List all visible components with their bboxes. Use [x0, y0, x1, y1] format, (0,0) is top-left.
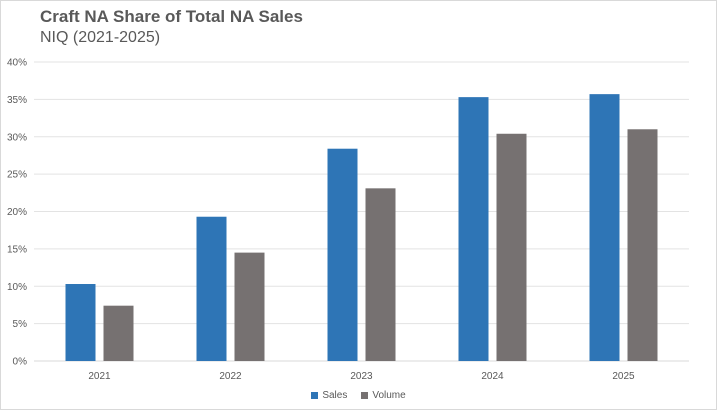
- y-tick-label: 10%: [7, 282, 27, 293]
- x-tick-label: 2023: [350, 371, 373, 382]
- bar-sales-2021: [65, 284, 96, 361]
- chart-subtitle: NIQ (2021-2025): [40, 29, 161, 46]
- x-tick-label: 2021: [88, 371, 111, 382]
- legend-item-volume: Volume: [361, 390, 406, 401]
- x-tick-label: 2025: [612, 371, 635, 382]
- bar-sales-2022: [196, 216, 227, 361]
- bar-volume-2022: [234, 252, 265, 361]
- legend-label-sales: Sales: [322, 390, 348, 401]
- y-tick-label: 25%: [7, 170, 27, 181]
- y-tick-label: 5%: [13, 319, 28, 330]
- bar-sales-2024: [458, 97, 489, 361]
- x-tick-label: 2024: [481, 371, 504, 382]
- bar-volume-2025: [627, 129, 658, 361]
- y-tick-label: 40%: [7, 58, 27, 69]
- bar-sales-2025: [589, 94, 620, 361]
- chart-title: Craft NA Share of Total NA Sales: [40, 7, 303, 26]
- y-tick-label: 15%: [7, 244, 27, 255]
- bar-volume-2021: [103, 305, 134, 361]
- y-tick-label: 30%: [7, 132, 27, 143]
- y-tick-label: 20%: [7, 207, 27, 218]
- legend-swatch-volume: [361, 392, 369, 399]
- legend-item-sales: Sales: [311, 390, 347, 401]
- y-tick-label: 0%: [13, 357, 28, 368]
- legend-label-volume: Volume: [372, 390, 406, 401]
- y-tick-label: 35%: [7, 95, 27, 106]
- x-tick-label: 2022: [219, 371, 242, 382]
- bar-volume-2023: [365, 188, 396, 361]
- legend-swatch-sales: [311, 392, 319, 399]
- chart-legend: Sales Volume: [1, 390, 716, 401]
- bar-sales-2023: [327, 148, 358, 361]
- bar-volume-2024: [496, 133, 527, 361]
